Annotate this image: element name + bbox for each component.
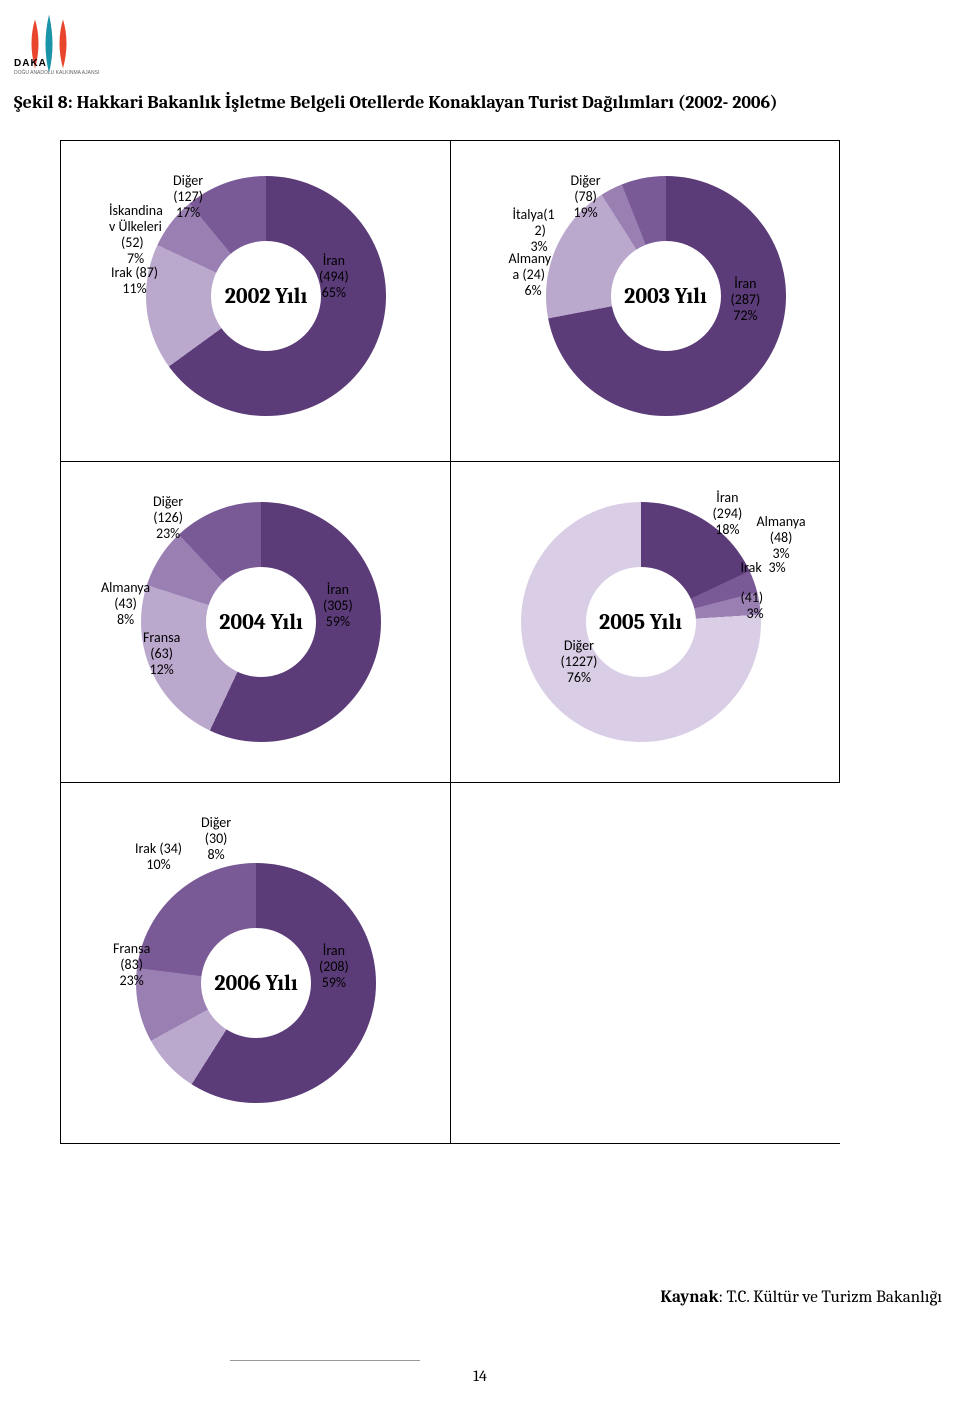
donut-title-2004: 2004 Yılı: [206, 567, 316, 677]
label-2002-isk1: v Ülkeleri: [109, 219, 162, 235]
chart-cell-2006: 2006 Yılı İran (208) 59% Diğer (30) 8% I…: [61, 783, 451, 1143]
label-2003-diger: Diğer (78) 19%: [571, 173, 601, 221]
label-2003-alm-b: a (24): [513, 267, 546, 283]
page-title: Şekil 8: Hakkari Bakanlık İşletme Belgel…: [14, 92, 778, 113]
chart-cell-2004: 2004 Yılı İran (305) 59% Diğer (126) 23%…: [61, 462, 451, 782]
donut-title-2006: 2006 Yılı: [201, 928, 311, 1038]
source-text: : T.C. Kültür ve Turizm Bakanlığı: [718, 1288, 942, 1307]
label-2005-irak-3pct: 3%: [769, 560, 786, 576]
chart-cell-2003: 2003 Yılı İran (287) 72% Diğer (78) 19% …: [451, 141, 840, 461]
label-2002-isk-pre: İskandina: [109, 203, 163, 219]
label-2003-iran: İran (287) 72%: [731, 276, 761, 324]
label-2002-isk2: (52): [121, 235, 144, 251]
label-2006-fr: Fransa (83) 23%: [113, 941, 150, 989]
source-label: Kaynak: [660, 1288, 718, 1307]
label-2004-fr: Fransa (63) 12%: [143, 630, 180, 678]
label-2005-irak-c: 3%: [747, 606, 764, 622]
chart-grid: 2002 Yılı İran (494) 65% Diğer (127) 17%…: [60, 140, 840, 1144]
label-2005-irak-a: Irak: [741, 560, 762, 576]
chart-cell-2002: 2002 Yılı İran (494) 65% Diğer (127) 17%…: [61, 141, 451, 461]
label-2003-alm-a: Almany: [509, 251, 552, 267]
chart-row-1: 2002 Yılı İran (494) 65% Diğer (127) 17%…: [60, 140, 840, 461]
donut-title-2005: 2005 Yılı: [586, 567, 696, 677]
logo-sub: DOĞU ANADOLU KALKINMA AJANSI: [14, 70, 99, 76]
page-number: 14: [473, 1367, 487, 1385]
label-2006-irak: Irak (34) 10%: [135, 841, 182, 873]
label-2004-iran: İran (305) 59%: [323, 582, 353, 630]
source-line: Kaynak: T.C. Kültür ve Turizm Bakanlığı: [660, 1288, 942, 1307]
label-2003-alm-c: 6%: [525, 283, 542, 299]
chart-cell-2005: 2005 Yılı İran (294) 18% Almanya (48) 3%…: [451, 462, 840, 782]
label-2005-diger: Diğer (1227) 76%: [561, 638, 598, 686]
label-2005-alm: Almanya (48) 3%: [757, 514, 806, 562]
label-2004-diger: Diğer (126) 23%: [153, 494, 183, 542]
label-2006-diger: Diğer (30) 8%: [201, 815, 231, 863]
logo-brand: DAKA: [14, 58, 47, 69]
chart-row-3: 2006 Yılı İran (208) 59% Diğer (30) 8% I…: [60, 783, 840, 1144]
label-2002-irak: Irak (87) 11%: [111, 265, 158, 297]
label-2006-iran: İran (208) 59%: [319, 943, 349, 991]
chart-row-2: 2004 Yılı İran (305) 59% Diğer (126) 23%…: [60, 461, 840, 783]
label-2005-irak-b: (41): [741, 590, 764, 606]
label-2002-diger: Diğer (127) 17%: [173, 173, 203, 221]
label-2005-iran: İran (294) 18%: [713, 490, 743, 538]
label-2002-iran: İran (494) 65%: [319, 253, 349, 301]
donut-title-2003: 2003 Yılı: [611, 241, 721, 351]
donut-title-2002: 2002 Yılı: [211, 241, 321, 351]
label-2003-it-a: İtalya(1: [513, 207, 555, 223]
label-2003-it-b: 2): [535, 223, 546, 239]
footer-rule: [230, 1360, 420, 1361]
label-2004-alm: Almanya (43) 8%: [101, 580, 150, 628]
